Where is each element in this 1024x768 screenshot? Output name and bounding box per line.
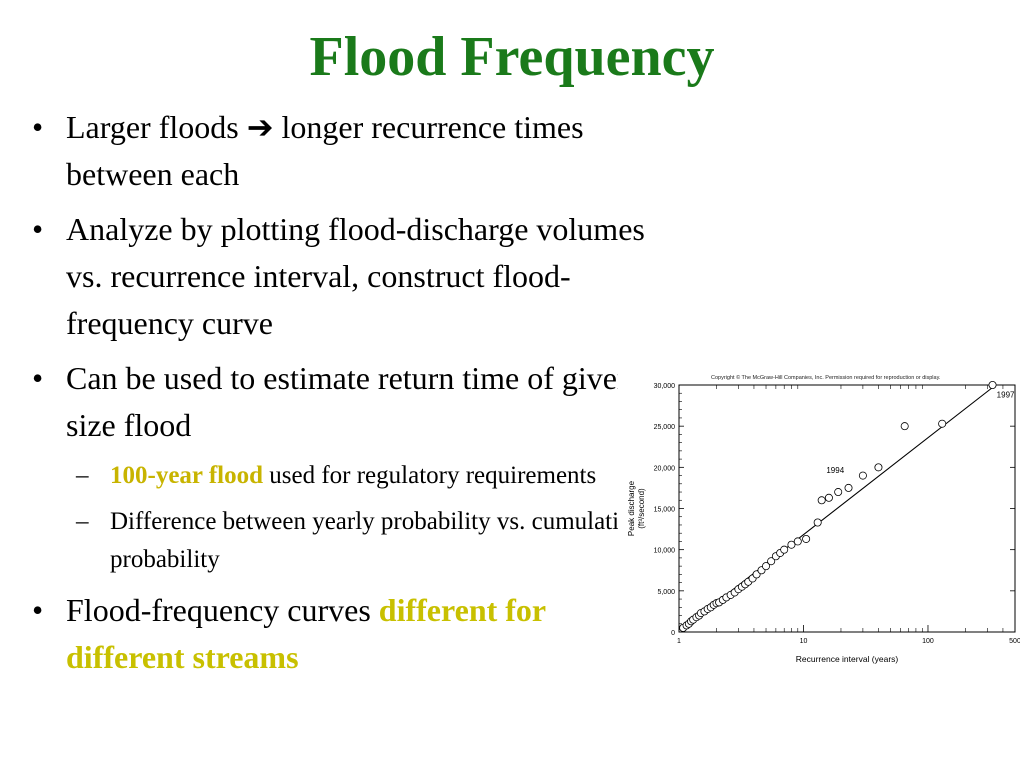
bullet-dot: • [32,592,44,628]
data-point [988,380,997,389]
data-point [900,422,909,431]
y-tick-label: 20,000 [654,465,676,472]
data-point [938,419,947,428]
data-point [802,534,811,543]
y-tick-label: 15,000 [654,507,676,514]
data-point [817,496,826,505]
sub-bullet-dash: – [76,462,89,489]
data-point [762,562,771,571]
bullet-dot: • [32,109,44,145]
point-annotation: 1997 [997,390,1015,399]
y-tick-label: 5,000 [657,589,675,596]
sub-bullet-text: used for regulatory requirements [263,462,597,489]
y-axis-label-units: (ft³/second) [637,488,646,529]
data-point [858,471,867,480]
bullet-list: • Larger floods ➔ longer recurrence time… [32,104,652,689]
sub-bullet-item: – Difference between yearly probability … [32,503,652,579]
x-tick-label: 500 [1009,638,1020,645]
slide-title: Flood Frequency [309,26,715,88]
bullet-dot: • [32,211,44,247]
bullet-item: • Flood-frequency curves different for d… [32,587,652,681]
y-axis-label: Peak discharge [627,480,636,536]
y-tick-label: 30,000 [654,383,676,390]
sub-bullet-dash: – [76,508,89,535]
bullet-text: Can be used to estimate return time of g… [66,360,633,443]
data-point [793,537,802,546]
data-point [834,488,843,497]
bullet-text: longer recurrence times between each [66,109,584,192]
bullet-dot: • [32,360,44,396]
sub-bullet-text: Difference between yearly probability vs… [110,508,643,573]
data-point [787,540,796,549]
x-tick-label: 10 [800,638,808,645]
data-point [767,557,776,566]
x-tick-label: 100 [922,638,934,645]
bullet-text: Larger floods [66,109,247,145]
chart-svg: Copyright © The McGraw-Hill Companies, I… [627,374,1020,664]
data-point [813,518,822,527]
bullet-item: • Analyze by plotting flood-discharge vo… [32,206,652,347]
point-annotation: 1994 [826,466,844,475]
y-tick-label: 25,000 [654,424,676,431]
highlighted-text: 100-year flood [110,462,263,489]
x-axis-label: Recurrence interval (years) [796,654,899,664]
data-point [780,545,789,554]
bullet-text: Flood-frequency curves [66,592,379,628]
bullet-item: • Can be used to estimate return time of… [32,355,652,449]
y-tick-label: 0 [671,630,675,637]
bullet-text: Analyze by plotting flood-discharge volu… [66,211,645,341]
copyright-notice: Copyright © The McGraw-Hill Companies, I… [711,374,941,381]
bullet-item: • Larger floods ➔ longer recurrence time… [32,104,652,198]
right-arrow-icon: ➔ [246,109,274,145]
flood-frequency-chart: Copyright © The McGraw-Hill Companies, I… [618,370,1020,670]
data-point [844,483,853,492]
highlighted-text: different for different streams [66,592,546,675]
x-tick-label: 1 [677,638,681,645]
y-tick-label: 10,000 [654,548,676,555]
sub-bullet-item: – 100-year flood used for regulatory req… [32,457,652,495]
data-point [824,493,833,502]
data-point [874,463,883,472]
